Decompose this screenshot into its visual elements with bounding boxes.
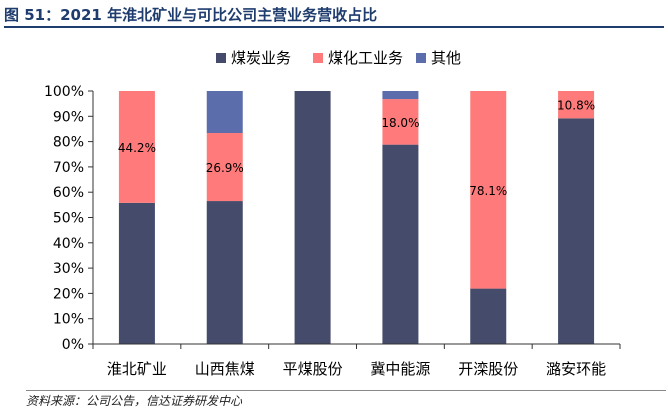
- y-tick-label: 10%: [53, 312, 84, 328]
- bar-segment: [206, 201, 243, 344]
- chart-bars: [118, 91, 595, 344]
- bar-segment: [294, 91, 331, 344]
- figure-title: 图 51：2021 年淮北矿业与可比公司主营业务营收占比: [4, 2, 664, 28]
- x-tick-label: 开滦股份: [458, 360, 518, 378]
- y-tick-label: 20%: [53, 286, 84, 302]
- y-tick-label: 40%: [53, 236, 84, 252]
- bar-segment: [470, 91, 507, 289]
- legend-swatch-1: [216, 53, 226, 63]
- data-labels: 44.2% 26.9% 18.0% 78.1% 10.8%: [118, 99, 595, 198]
- bar-segment: [118, 91, 155, 203]
- data-label: 26.9%: [206, 161, 244, 175]
- x-tick-label: 平煤股份: [283, 360, 343, 378]
- bar-segment: [470, 288, 507, 344]
- y-tick-label: 90%: [53, 109, 84, 125]
- x-tick-label: 淮北矿业: [107, 360, 167, 378]
- y-tick-label: 60%: [53, 185, 84, 201]
- bar-segment: [206, 91, 243, 133]
- legend-label-2: 煤化工业务: [328, 49, 403, 67]
- data-label: 18.0%: [381, 116, 419, 130]
- legend-swatch-2: [313, 53, 323, 63]
- legend-label-3: 其他: [431, 49, 461, 67]
- y-tick-label: 50%: [53, 211, 84, 227]
- data-label: 10.8%: [557, 99, 595, 113]
- bar-segment: [118, 202, 155, 344]
- chart-legend: 煤炭业务 煤化工业务 其他: [216, 49, 461, 67]
- y-tick-label: 70%: [53, 160, 84, 176]
- bar-segment: [558, 91, 595, 119]
- x-tick-label: 山西焦煤: [195, 360, 255, 378]
- bar-segment: [382, 99, 419, 145]
- bar-segment: [382, 144, 419, 344]
- bar-segment: [558, 118, 595, 344]
- x-tick-label: 潞安环能: [546, 360, 606, 378]
- source-note: 资料来源：公司公告，信达证券研发中心: [26, 390, 666, 411]
- data-label: 44.2%: [118, 141, 156, 155]
- data-label: 78.1%: [469, 184, 507, 198]
- y-tick-label: 30%: [53, 261, 84, 277]
- legend-label-1: 煤炭业务: [231, 49, 291, 67]
- bar-segment: [206, 132, 243, 202]
- bar-segment: [382, 91, 419, 100]
- y-tick-label: 0%: [62, 337, 84, 353]
- legend-swatch-3: [416, 53, 426, 63]
- y-tick-label: 80%: [53, 135, 84, 151]
- x-tick-label: 冀中能源: [370, 360, 430, 378]
- y-axis: 0% 10% 20% 30% 40% 50% 60% 70% 80% 90% 100%: [44, 84, 94, 353]
- x-axis: 淮北矿业 山西焦煤 平煤股份 冀中能源 开滦股份 潞安环能: [92, 343, 621, 378]
- y-tick-label: 100%: [44, 84, 84, 100]
